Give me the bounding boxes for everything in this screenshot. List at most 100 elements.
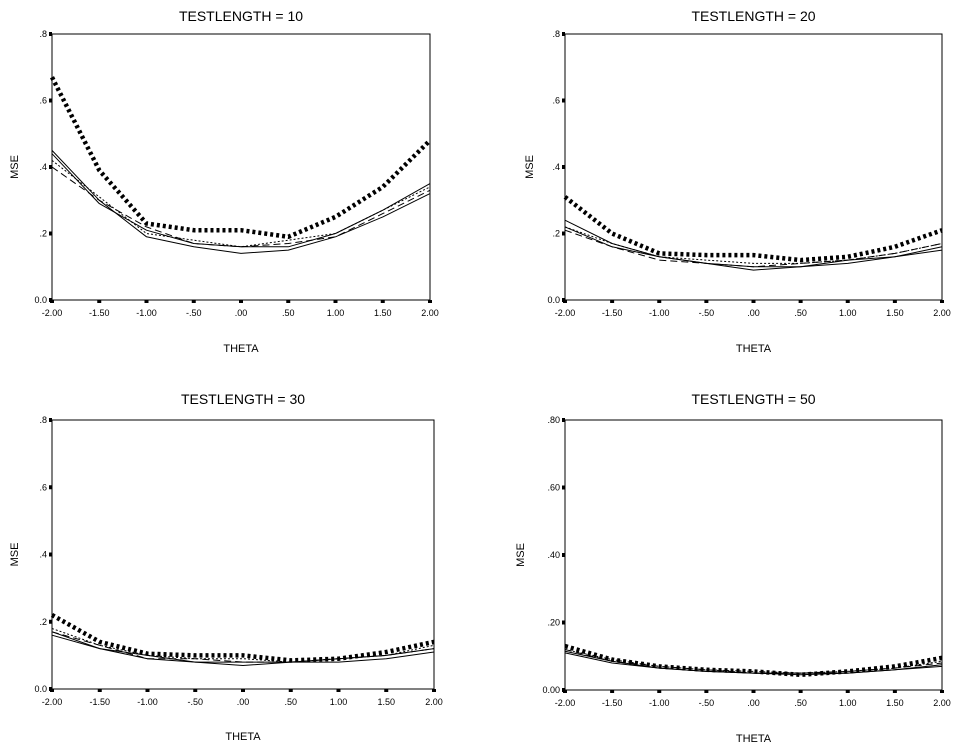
x-tick-mark <box>892 300 897 303</box>
x-tick-label: .00 <box>237 697 250 707</box>
x-tick-mark <box>145 689 150 692</box>
x-tick-label: -2.00 <box>555 698 576 708</box>
y-tick-label: .4 <box>39 162 47 172</box>
y-tick-mark <box>562 620 565 625</box>
x-tick-mark <box>97 689 102 692</box>
y-tick-label: 0.0 <box>34 295 47 305</box>
x-tick-mark <box>241 689 245 692</box>
x-tick-mark <box>428 300 432 303</box>
x-tick-mark <box>380 300 385 303</box>
x-tick-label: -.50 <box>187 697 203 707</box>
x-tick-mark <box>657 690 662 693</box>
x-tick-label: .50 <box>794 308 807 318</box>
y-tick-label: .20 <box>547 618 560 628</box>
y-tick-label: .4 <box>39 550 47 560</box>
y-tick-label: .40 <box>547 550 560 560</box>
x-tick-label: 2.00 <box>421 308 439 318</box>
x-tick-label: .00 <box>747 698 760 708</box>
y-tick-mark <box>562 98 565 103</box>
y-tick-label: .6 <box>39 96 47 106</box>
x-tick-mark <box>191 300 196 303</box>
x-tick-mark <box>845 300 850 303</box>
x-tick-label: -1.00 <box>649 308 670 318</box>
chart-title: TESTLENGTH = 30 <box>181 391 305 407</box>
chart-panel-2: TESTLENGTH = 20 0.0 .2 .4 .6 .8 -2.00 -1.50 -1.0… <box>524 8 951 355</box>
series-line-2 <box>564 652 943 676</box>
series-line-4 <box>51 166 431 248</box>
x-tick-mark <box>892 690 897 693</box>
x-tick-mark <box>97 300 102 303</box>
series-line-4 <box>564 229 943 268</box>
x-tick-mark <box>563 690 567 693</box>
y-tick-mark <box>49 418 52 422</box>
x-tick-mark <box>384 689 389 692</box>
x-tick-mark <box>940 690 944 693</box>
series-line-4 <box>564 649 943 674</box>
x-tick-label: -1.50 <box>602 308 623 318</box>
series-line-5 <box>564 649 943 674</box>
x-tick-label: -.50 <box>699 308 715 318</box>
y-tick-mark <box>562 32 565 36</box>
y-tick-label: .8 <box>552 29 560 39</box>
x-tick-label: -1.00 <box>136 308 157 318</box>
y-tick-label: 0.00 <box>542 685 560 695</box>
plot-frame <box>564 419 943 691</box>
x-tick-mark <box>193 689 198 692</box>
y-tick-label: 0.0 <box>547 295 560 305</box>
series-line-2 <box>564 219 943 271</box>
y-tick-label: .6 <box>39 482 47 492</box>
series-line-1 <box>49 76 432 240</box>
x-tick-mark <box>798 690 803 693</box>
series-line-5 <box>564 226 943 264</box>
series-line-3 <box>51 153 431 248</box>
series-line-2 <box>51 634 435 666</box>
chart-title: TESTLENGTH = 10 <box>179 8 303 24</box>
plot-frame <box>564 33 943 301</box>
x-tick-label: -1.50 <box>89 308 110 318</box>
x-tick-label: -.50 <box>186 308 202 318</box>
x-tick-mark <box>751 690 756 693</box>
plot-frame <box>51 33 431 301</box>
x-axis-label: THETA <box>223 343 259 355</box>
plot-frame <box>51 419 435 690</box>
y-tick-mark <box>49 98 52 103</box>
y-axis-label: MSE <box>524 155 536 179</box>
x-tick-label: 1.00 <box>839 308 857 318</box>
y-tick-mark <box>562 485 565 490</box>
y-tick-label: .8 <box>39 415 47 425</box>
x-tick-mark <box>845 690 850 693</box>
x-tick-label: 1.50 <box>886 698 904 708</box>
y-tick-mark <box>49 165 52 169</box>
series-line-5 <box>51 160 431 248</box>
x-tick-label: .00 <box>235 308 248 318</box>
chart-panel-4: TESTLENGTH = 50 0.00 .20 .40 .60 .80 -2.00 -1.5… <box>515 391 951 745</box>
x-tick-mark <box>563 300 567 303</box>
chart-title: TESTLENGTH = 50 <box>691 391 815 407</box>
x-tick-label: -2.00 <box>555 308 576 318</box>
y-axis-label: MSE <box>9 155 21 179</box>
y-tick-mark <box>562 231 565 236</box>
series-line-1 <box>563 195 943 263</box>
x-tick-label: -1.00 <box>649 698 670 708</box>
y-tick-label: .2 <box>39 229 47 239</box>
series-line-4 <box>51 631 435 663</box>
x-tick-label: -2.00 <box>42 308 63 318</box>
x-tick-label: 1.00 <box>327 308 345 318</box>
y-tick-mark <box>49 485 52 490</box>
y-tick-mark <box>562 418 565 422</box>
x-tick-label: .50 <box>282 308 295 318</box>
x-tick-mark <box>50 300 54 303</box>
x-tick-label: 1.00 <box>839 698 857 708</box>
x-tick-mark <box>286 300 291 303</box>
x-tick-mark <box>239 300 243 303</box>
x-tick-label: 1.50 <box>374 308 392 318</box>
x-tick-mark <box>610 690 615 693</box>
y-tick-label: .2 <box>552 229 560 239</box>
series-line-1 <box>50 613 435 663</box>
x-tick-mark <box>657 300 662 303</box>
y-tick-label: .60 <box>547 483 560 493</box>
x-tick-mark <box>751 300 756 303</box>
x-tick-label: .50 <box>284 697 297 707</box>
x-tick-label: 1.50 <box>886 308 904 318</box>
